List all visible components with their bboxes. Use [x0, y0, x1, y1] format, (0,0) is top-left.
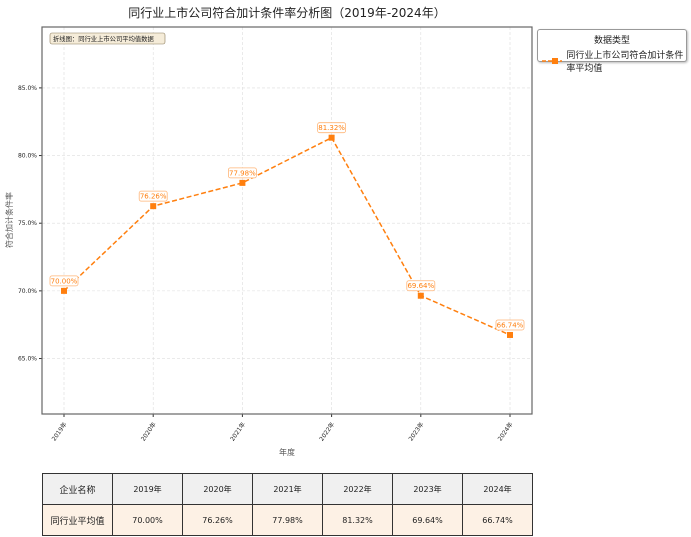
- table-header: 2022年: [322, 473, 393, 505]
- x-tick-label: 2021年: [228, 421, 247, 443]
- data-label: 70.00%: [51, 277, 78, 285]
- data-point: [61, 287, 67, 294]
- table-header: 2020年: [182, 473, 253, 505]
- table-header: 2023年: [392, 473, 463, 505]
- y-tick-label: 65.0%: [18, 356, 37, 363]
- series-line: [63, 136, 511, 336]
- table-cell: 76.26%: [182, 504, 253, 536]
- data-point: [507, 331, 513, 338]
- table-cell: 81.32%: [322, 504, 393, 536]
- data-label-box: [317, 122, 347, 134]
- y-tick-label: 80.0%: [18, 153, 37, 160]
- data-point: [239, 179, 246, 186]
- legend-entry: 同行业上市公司符合加计条件率平均值: [538, 48, 686, 74]
- data-label: 77.98%: [229, 169, 256, 177]
- y-tick-label: 85.0%: [18, 85, 37, 92]
- data-label: 76.26%: [140, 193, 167, 201]
- data-point: [417, 292, 424, 299]
- data-label: 66.74%: [497, 321, 524, 329]
- x-tick-label: 2020年: [139, 421, 158, 443]
- table-cell: 77.98%: [252, 504, 323, 536]
- chart-title: 同行业上市公司符合加计条件率分析图（2019年-2024年）: [128, 6, 446, 20]
- data-point: [328, 134, 335, 141]
- data-label: 81.32%: [318, 124, 345, 132]
- data-label-box: [495, 319, 525, 331]
- data-label-box: [49, 275, 79, 287]
- x-axis-label: 年度: [279, 447, 295, 457]
- table-cell: 66.74%: [462, 504, 533, 536]
- plot-frame: [41, 26, 533, 415]
- line-chart: 65.0% 70.0% 75.0% 80.0% 85.0% 2019年 2020年 2021年…: [4, 26, 533, 457]
- data-table: 企业名称 2019年 2020年 2021年 2022年 2023年 2024年…: [42, 473, 533, 536]
- annotation-text: 折线图：同行业上市公司平均值数据: [53, 34, 154, 43]
- data-label: 69.64%: [407, 282, 434, 290]
- table-row: 同行业平均值 70.00% 76.26% 77.98% 81.32% 69.64…: [42, 504, 533, 536]
- table-header: 2019年: [112, 473, 183, 505]
- y-axis-label: 符合加计条件率: [4, 192, 14, 248]
- x-tick-label: 2023年: [407, 421, 426, 443]
- legend-title: 数据类型: [593, 36, 630, 46]
- x-tick-label: 2022年: [317, 421, 336, 443]
- table-cell: 70.00%: [112, 504, 183, 536]
- annotation-box: [49, 32, 166, 45]
- table-cell: 同行业平均值: [42, 504, 113, 536]
- x-tick-label: 2024年: [496, 421, 515, 443]
- y-tick-label: 75.0%: [18, 220, 37, 227]
- data-label-box: [227, 167, 257, 179]
- legend: 数据类型 同行业上市公司符合加计条件率平均值: [537, 29, 687, 74]
- data-point: [150, 203, 157, 210]
- data-label-box: [138, 190, 168, 202]
- y-tick-label: 70.0%: [18, 288, 37, 295]
- table-cell: 69.64%: [392, 504, 463, 536]
- x-tick-label: 2019年: [50, 421, 69, 443]
- table-header: 2021年: [252, 473, 323, 505]
- table-header: 2024年: [462, 473, 533, 505]
- table-header: 企业名称: [42, 473, 113, 505]
- data-label-box: [406, 280, 436, 292]
- legend-line-marker-icon: [542, 58, 563, 64]
